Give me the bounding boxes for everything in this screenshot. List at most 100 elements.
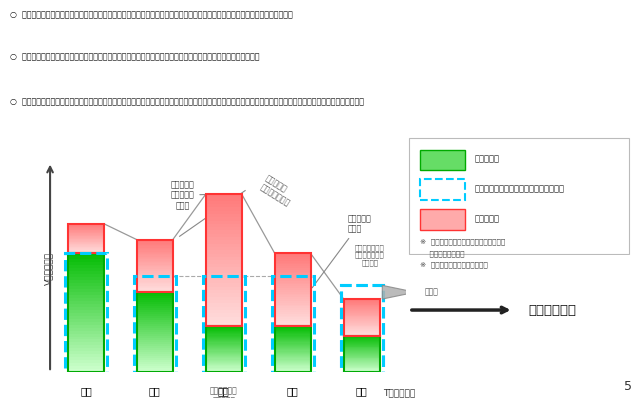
- Bar: [344, 333, 380, 334]
- Bar: [344, 341, 380, 342]
- Bar: [344, 331, 380, 332]
- Bar: [344, 321, 380, 322]
- Bar: [68, 230, 104, 231]
- Bar: [137, 338, 173, 340]
- Bar: [68, 226, 104, 227]
- Bar: [206, 348, 242, 349]
- Bar: [344, 339, 380, 340]
- Bar: [206, 330, 242, 331]
- Bar: [68, 274, 104, 277]
- Bar: [344, 364, 380, 365]
- Bar: [137, 370, 173, 372]
- Bar: [275, 332, 310, 333]
- Bar: [206, 337, 242, 338]
- Bar: [275, 314, 310, 316]
- Bar: [344, 304, 380, 305]
- Bar: [137, 332, 173, 334]
- Bar: [68, 262, 104, 265]
- Bar: [275, 326, 310, 372]
- Bar: [206, 313, 242, 316]
- Bar: [137, 269, 173, 270]
- Bar: [206, 343, 242, 345]
- Bar: [344, 347, 380, 348]
- Bar: [275, 316, 310, 317]
- Bar: [275, 292, 310, 294]
- Bar: [68, 254, 104, 372]
- Bar: [206, 365, 242, 367]
- Bar: [344, 325, 380, 326]
- Bar: [344, 365, 380, 366]
- Text: ※  地域自身が必要な水準を模索: ※ 地域自身が必要な水準を模索: [420, 262, 488, 269]
- Bar: [137, 322, 173, 324]
- Bar: [68, 342, 104, 345]
- Bar: [344, 307, 380, 308]
- Bar: [344, 319, 380, 320]
- Bar: [206, 280, 242, 283]
- Bar: [275, 275, 310, 277]
- Bar: [275, 336, 310, 337]
- Text: ボリュームを表現: ボリュームを表現: [420, 250, 465, 257]
- Bar: [68, 313, 104, 316]
- Bar: [68, 242, 104, 243]
- Bar: [137, 287, 173, 288]
- Bar: [275, 301, 310, 303]
- Bar: [68, 224, 104, 254]
- Bar: [68, 247, 104, 248]
- Bar: [68, 237, 104, 238]
- Text: 定住人口が
活性化: 定住人口が 活性化: [312, 214, 372, 288]
- Bar: [137, 330, 173, 332]
- Bar: [68, 231, 104, 232]
- Bar: [206, 197, 242, 201]
- Bar: [344, 322, 380, 323]
- Bar: [206, 339, 242, 340]
- Bar: [344, 310, 380, 311]
- Bar: [68, 304, 104, 307]
- Bar: [137, 245, 173, 246]
- Bar: [68, 240, 104, 241]
- Bar: [206, 355, 242, 356]
- Bar: [137, 362, 173, 364]
- Bar: [344, 305, 380, 306]
- Bar: [137, 368, 173, 370]
- Bar: [206, 244, 242, 247]
- Bar: [137, 306, 173, 308]
- Bar: [275, 343, 310, 345]
- Bar: [137, 310, 173, 312]
- Bar: [275, 340, 310, 341]
- Bar: [271, 276, 314, 373]
- Bar: [68, 280, 104, 283]
- Bar: [206, 237, 242, 240]
- Bar: [275, 356, 310, 357]
- Bar: [344, 306, 380, 307]
- Bar: [137, 290, 173, 291]
- Bar: [137, 340, 173, 342]
- Bar: [344, 338, 380, 339]
- Bar: [275, 295, 310, 297]
- Bar: [137, 240, 173, 292]
- Bar: [68, 249, 104, 250]
- Bar: [68, 236, 104, 237]
- Bar: [68, 295, 104, 298]
- Bar: [137, 298, 173, 300]
- Bar: [344, 299, 380, 336]
- Bar: [275, 348, 310, 349]
- Bar: [275, 319, 310, 321]
- Bar: [206, 194, 242, 326]
- Bar: [137, 314, 173, 316]
- Bar: [344, 343, 380, 344]
- Bar: [137, 270, 173, 271]
- Polygon shape: [382, 285, 415, 299]
- Bar: [137, 258, 173, 259]
- Bar: [206, 367, 242, 368]
- Bar: [344, 349, 380, 350]
- Text: V（人口軸）: V（人口軸）: [44, 252, 53, 285]
- Bar: [275, 254, 310, 326]
- Text: T（時間軸）: T（時間軸）: [383, 388, 415, 398]
- Bar: [275, 310, 310, 312]
- Bar: [68, 239, 104, 240]
- Bar: [344, 301, 380, 302]
- Bar: [137, 278, 173, 279]
- Bar: [344, 336, 380, 372]
- Bar: [137, 334, 173, 336]
- Bar: [137, 324, 173, 326]
